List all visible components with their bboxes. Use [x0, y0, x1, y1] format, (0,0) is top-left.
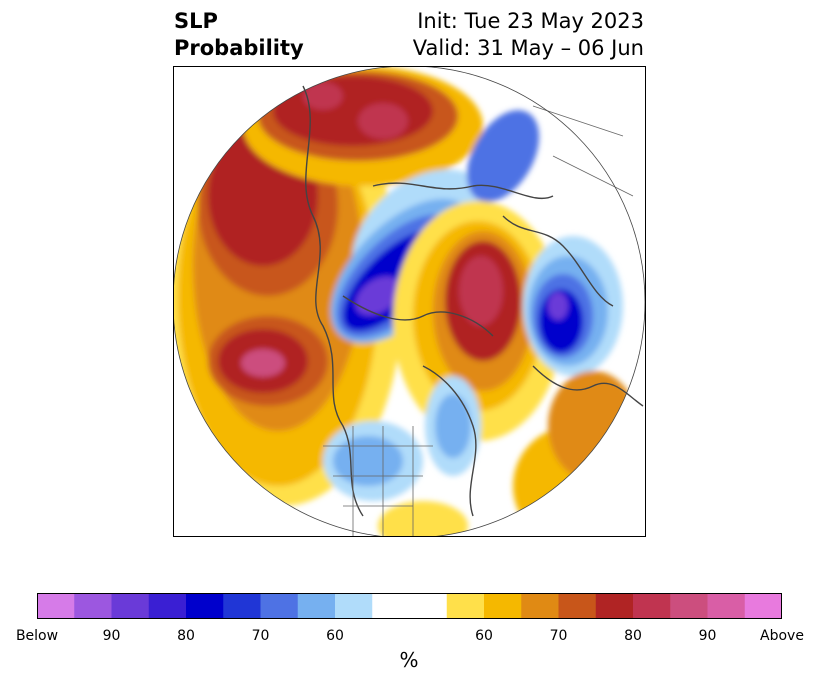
title-metric: Probability: [174, 36, 304, 60]
colorbar-cell: [558, 593, 597, 619]
colorbar-cell: [707, 593, 746, 619]
colorbar-tick-label: 60: [326, 628, 344, 644]
colorbar-cell: [37, 593, 75, 619]
colorbar: [37, 593, 782, 619]
init-date: Init: Tue 23 May 2023: [417, 9, 644, 33]
colorbar-cell: [260, 593, 299, 619]
colorbar-cell: [148, 593, 187, 619]
title-variable: SLP: [174, 9, 218, 33]
colorbar-cell: [111, 593, 150, 619]
colorbar-cell: [633, 593, 671, 619]
valid-range: Valid: 31 May – 06 Jun: [412, 36, 644, 60]
colorbar-cell: [297, 593, 336, 619]
colorbar-tick-label: 70: [251, 628, 270, 644]
colorbar-cell: [409, 593, 448, 619]
colorbar-cell: [446, 593, 485, 619]
title-right: Init: Tue 23 May 2023 Valid: 31 May – 06…: [413, 8, 644, 62]
colorbar-tick-label: 80: [624, 628, 642, 644]
colorbar-cell: [670, 593, 708, 619]
probability-map: [173, 66, 646, 537]
colorbar-tick-label: Below: [15, 628, 59, 644]
coastlines: [302, 85, 644, 517]
colorbar-tick-label: 60: [475, 628, 493, 644]
colorbar-unit-label: %: [399, 648, 419, 672]
colorbar-tick-label: 90: [102, 628, 121, 644]
title-left: SLP Probability: [174, 8, 304, 62]
colorbar-cell: [595, 593, 634, 619]
colorbar-cell: [372, 593, 410, 619]
colorbar-cell: [744, 593, 782, 619]
colorbar-tick-label: Above: [760, 628, 804, 644]
colorbar-cell: [484, 593, 522, 619]
colorbar-tick-label: 90: [698, 628, 717, 644]
colorbar-cell: [186, 593, 224, 619]
colorbar-cell: [223, 593, 261, 619]
colorbar-cell: [74, 593, 112, 619]
colorbar-cell: [335, 593, 373, 619]
colorbar-tick-label: 80: [177, 628, 195, 644]
colorbar-tick-label: 70: [549, 628, 568, 644]
colorbar-cell: [521, 593, 559, 619]
